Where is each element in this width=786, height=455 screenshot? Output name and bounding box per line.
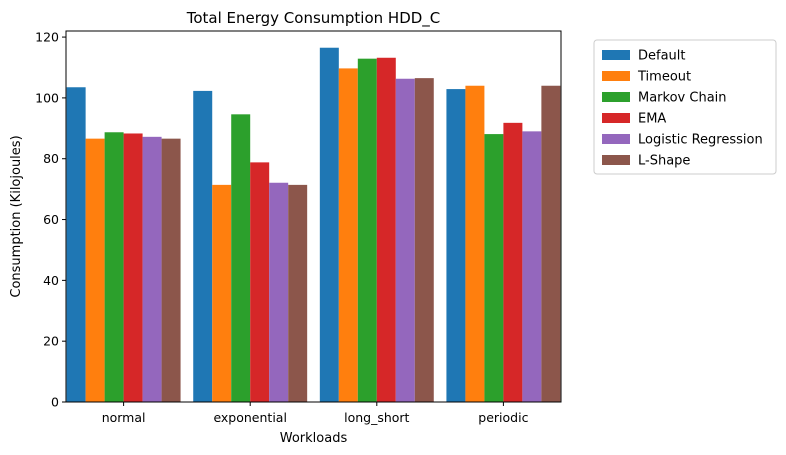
x-tick-label: periodic: [478, 410, 528, 425]
bar-default-periodic: [446, 89, 466, 402]
legend-swatch: [602, 71, 630, 81]
legend: Default Timeout Markov Chain EMA Logistic Re…: [593, 39, 777, 175]
bar-markov-chain-long_short: [357, 58, 377, 403]
bar-markov-chain-exponential: [231, 114, 251, 403]
plot-area: [65, 30, 562, 403]
legend-label: Default: [638, 49, 686, 64]
y-axis: 0 20 40 60 80 100 120: [35, 30, 66, 410]
x-axis-label: Workloads: [280, 431, 348, 446]
y-tick-label: 120: [35, 30, 59, 45]
y-tick-label: 40: [43, 273, 59, 288]
legend-label: Markov Chain: [638, 91, 727, 106]
x-tick-label: exponential: [213, 410, 287, 425]
bar-l-shape-exponential: [288, 184, 308, 402]
y-tick-label: 0: [51, 395, 59, 410]
legend-swatch: [602, 113, 630, 123]
bar-timeout-normal: [85, 138, 105, 402]
legend-swatch: [602, 134, 630, 144]
bar-l-shape-long_short: [414, 78, 434, 402]
bar-ema-long_short: [376, 57, 396, 403]
chart-title: Total Energy Consumption HDD_C: [186, 9, 441, 28]
bar-l-shape-periodic: [541, 85, 561, 402]
bar-logistic-regression-normal: [142, 136, 162, 402]
bar-logistic-regression-exponential: [269, 182, 289, 402]
legend-swatch: [602, 155, 630, 165]
legend-label: Timeout: [637, 70, 691, 85]
x-tick-label: normal: [102, 410, 146, 425]
bar-timeout-periodic: [465, 85, 485, 402]
y-tick-label: 60: [43, 212, 59, 227]
bar-ema-exponential: [250, 162, 270, 402]
bar-logistic-regression-periodic: [522, 131, 542, 402]
legend-swatch: [602, 50, 630, 60]
legend-label: EMA: [638, 112, 666, 127]
y-tick-label: 20: [43, 334, 59, 349]
legend-swatch: [602, 92, 630, 102]
bar-default-exponential: [193, 90, 213, 402]
bar-ema-periodic: [503, 122, 523, 402]
bar-timeout-long_short: [338, 68, 358, 402]
bar-l-shape-normal: [161, 138, 181, 402]
bar-logistic-regression-long_short: [395, 78, 415, 403]
bar-markov-chain-periodic: [484, 134, 504, 402]
x-axis: normal exponential long_short periodic: [102, 402, 529, 425]
bar-timeout-exponential: [212, 184, 232, 402]
legend-frame: [593, 39, 777, 175]
bar-ema-normal: [123, 133, 143, 402]
bar-default-normal: [66, 87, 86, 403]
plot-frame: [65, 30, 562, 403]
y-axis-label: Consumption (Kilojoules): [9, 135, 24, 297]
y-tick-label: 100: [35, 90, 59, 105]
bar-markov-chain-normal: [104, 132, 124, 402]
bar-default-long_short: [319, 47, 339, 403]
legend-label: L-Shape: [638, 154, 690, 169]
x-tick-label: long_short: [344, 410, 409, 425]
y-tick-label: 80: [43, 151, 59, 166]
legend-label: Logistic Regression: [638, 133, 763, 148]
